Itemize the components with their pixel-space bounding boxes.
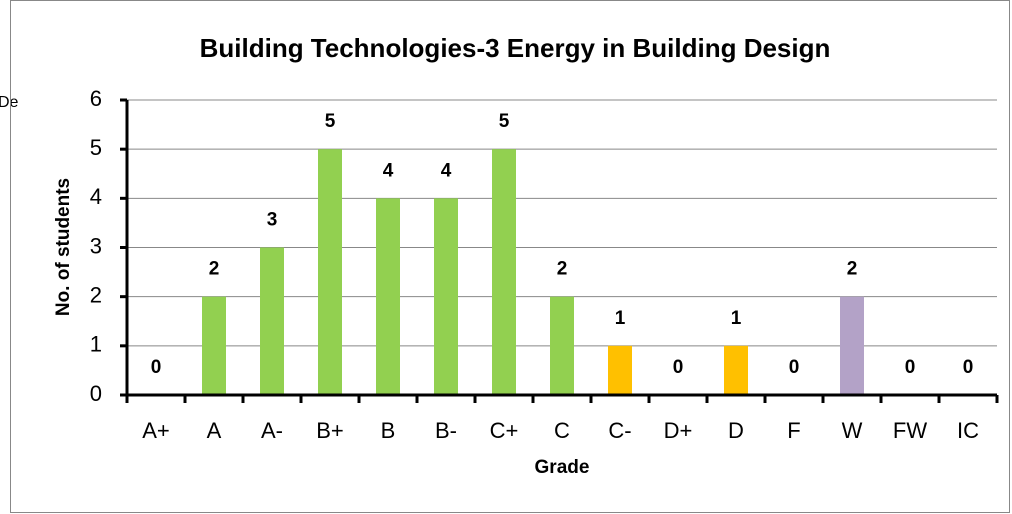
value-label: 1	[615, 308, 626, 329]
y-tick-label: 3	[90, 233, 102, 258]
value-label: 0	[905, 357, 916, 378]
bar	[202, 296, 226, 395]
x-tick-label: FW	[893, 418, 927, 443]
x-tick-label: B	[381, 418, 396, 443]
x-tick-label: C+	[490, 418, 519, 443]
x-tick-label: A	[207, 418, 222, 443]
y-tick-label: 4	[90, 184, 102, 209]
chart-title: Building Technologies-3 Energy in Buildi…	[200, 33, 831, 63]
bar	[724, 345, 748, 395]
x-tick-label: A+	[142, 418, 170, 443]
y-tick-label: 1	[90, 332, 102, 357]
value-label: 2	[209, 259, 220, 280]
x-tick-label: D	[728, 418, 744, 443]
bar	[550, 296, 574, 395]
x-tick-label: F	[787, 418, 800, 443]
value-label: 2	[557, 259, 568, 280]
x-tick-label: C	[554, 418, 570, 443]
annotation: De	[0, 94, 19, 111]
x-tick-label: C-	[608, 418, 631, 443]
y-axis-label: No. of students	[53, 178, 74, 316]
value-label: 4	[383, 160, 394, 181]
y-tick-label: 6	[90, 86, 102, 111]
y-tick-label: 0	[90, 381, 102, 406]
value-label: 0	[151, 357, 162, 378]
bar	[840, 296, 864, 395]
bar	[608, 345, 632, 395]
x-tick-label: W	[842, 418, 863, 443]
bar	[318, 149, 342, 395]
value-label: 5	[499, 111, 510, 132]
x-tick-label: IC	[957, 418, 979, 443]
x-tick-label: B-	[435, 418, 457, 443]
chart-border	[10, 0, 1010, 513]
value-label: 2	[847, 259, 858, 280]
value-label: 0	[789, 357, 800, 378]
bar	[434, 198, 458, 395]
bar	[260, 247, 284, 395]
y-tick-label: 2	[90, 282, 102, 307]
value-label: 5	[325, 111, 336, 132]
bar	[376, 198, 400, 395]
value-label: 4	[441, 160, 452, 181]
value-label: 0	[963, 357, 974, 378]
x-tick-label: A-	[261, 418, 283, 443]
value-label: 0	[673, 357, 684, 378]
x-tick-label: D+	[664, 418, 693, 443]
bar	[492, 149, 516, 395]
x-tick-label: B+	[316, 418, 344, 443]
x-axis-label: Grade	[535, 457, 590, 478]
value-label: 1	[731, 308, 742, 329]
y-tick-label: 5	[90, 135, 102, 160]
value-label: 3	[267, 210, 278, 231]
